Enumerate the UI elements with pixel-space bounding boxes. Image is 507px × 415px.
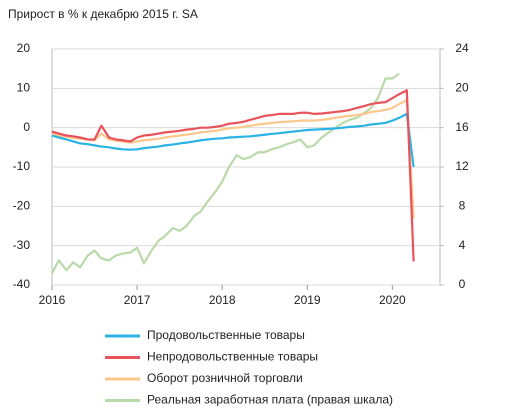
y-tick-label: -30 xyxy=(13,238,31,252)
legend-label: Оборот розничной торговли xyxy=(147,371,303,385)
y-tick-label: -10 xyxy=(13,159,31,173)
y-tick-label: 20 xyxy=(17,41,31,55)
legend-label: Реальная заработная плата (правая шкала) xyxy=(147,393,393,407)
y2-tick-label: 24 xyxy=(455,41,469,55)
y2-tick-label: 12 xyxy=(455,159,469,173)
y2-tick-label: 4 xyxy=(459,238,466,252)
y-tick-label: -40 xyxy=(13,277,31,291)
chart-title: Прирост в % к декабрю 2015 г. SA xyxy=(8,7,198,21)
series-line xyxy=(51,89,415,262)
legend-label: Продовольственные товары xyxy=(147,328,305,342)
x-tick-label: 2017 xyxy=(124,293,151,307)
y-tick-label: -20 xyxy=(13,199,31,213)
y2-tick-label: 16 xyxy=(455,120,469,134)
series-line xyxy=(51,72,400,274)
series-line xyxy=(51,112,415,168)
y2-tick-label: 20 xyxy=(455,81,469,95)
y2-tick-label: 8 xyxy=(459,199,466,213)
y-tick-label: 10 xyxy=(17,81,31,95)
x-tick-label: 2019 xyxy=(294,293,321,307)
y2-tick-label: 0 xyxy=(459,277,466,291)
y-tick-label: 0 xyxy=(23,120,30,134)
x-tick-label: 2018 xyxy=(209,293,236,307)
legend-label: Непродовольственные товары xyxy=(147,350,318,364)
series-line xyxy=(51,99,415,219)
x-tick-label: 2020 xyxy=(379,293,406,307)
x-tick-label: 2016 xyxy=(39,293,66,307)
